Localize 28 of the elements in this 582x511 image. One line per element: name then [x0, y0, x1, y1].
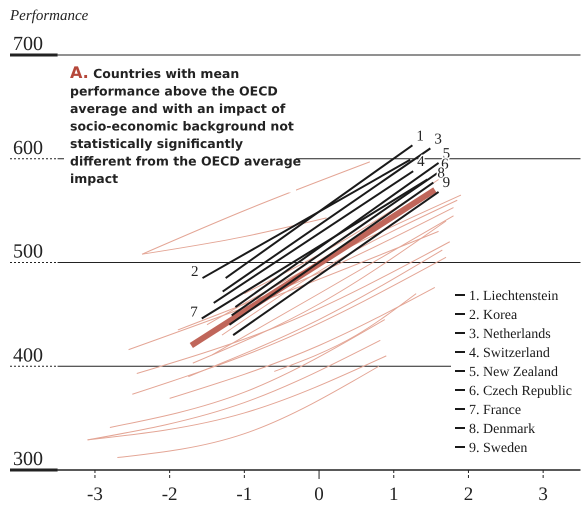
x-tick-label: 1 [389, 484, 398, 505]
text: A. Countries with mean performance above the OECD average and with an impact of socio-economic background not statistically significantly different from the OECD average impact [70, 63, 302, 186]
x-tick-label: 3 [538, 484, 548, 505]
annotation: 4 [417, 154, 426, 170]
annotation: 7 [190, 304, 198, 321]
y-tick-label: 300 [13, 448, 43, 470]
legend-label: 1. Liechtenstein [469, 289, 558, 304]
legend-label: 9. Sweden [469, 441, 528, 456]
x-tick-label: -2 [162, 484, 178, 505]
y-tick-label: 700 [13, 33, 43, 55]
annotation: 2 [191, 264, 199, 280]
y-axis-title: Performance [9, 8, 89, 24]
x-tick-label: -1 [236, 484, 252, 505]
legend-label: 5. New Zealand [469, 365, 558, 380]
legend-label: 7. France [469, 403, 522, 418]
legend-label: 4. Switzerland [469, 346, 550, 361]
x-tick-label: 2 [464, 484, 474, 505]
y-tick-label: 500 [13, 240, 43, 262]
legend-label: 8. Denmark [469, 422, 536, 437]
x-tick-label: 0 [314, 484, 324, 505]
annotation: 3 [434, 131, 442, 148]
x-tick-label: -3 [87, 484, 103, 505]
legend-label: 6. Czech Republic [469, 384, 572, 399]
y-tick-label: 600 [13, 136, 43, 159]
legend-label: 2. Korea [469, 308, 518, 323]
legend-label: 3. Netherlands [469, 327, 551, 342]
y-tick-label: 400 [13, 344, 43, 366]
annotation: 1 [416, 128, 424, 144]
